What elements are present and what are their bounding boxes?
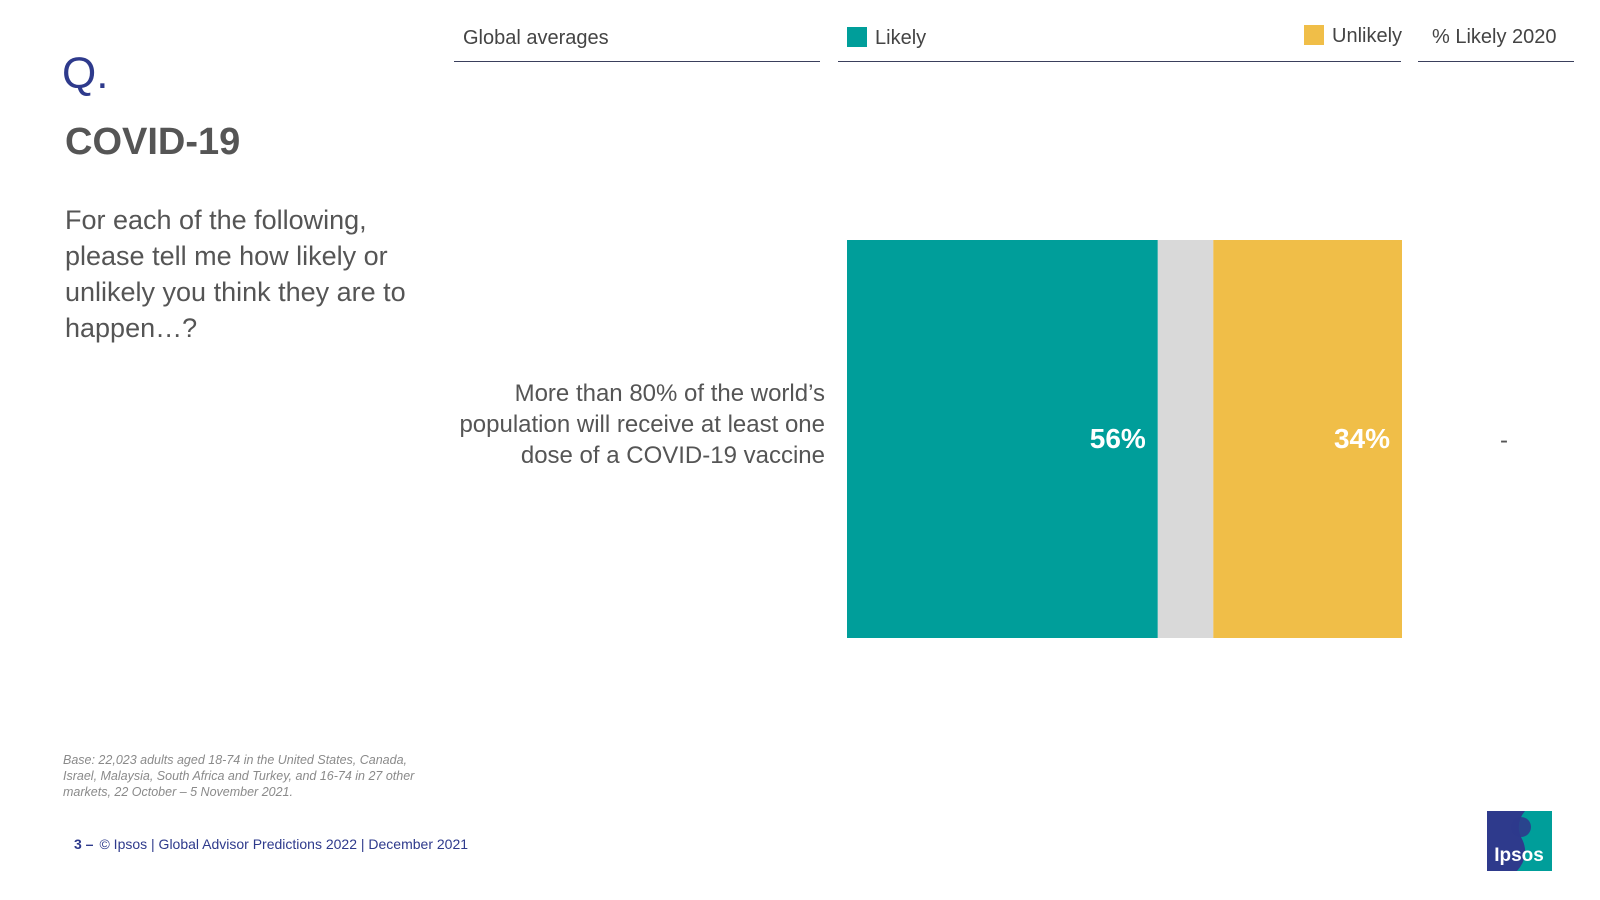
base-note: Base: 22,023 adults aged 18-74 in the Un… xyxy=(63,753,415,799)
legend-likely: Likely xyxy=(847,26,926,50)
header-underline xyxy=(838,61,1401,62)
legend-likely-label: Likely xyxy=(875,27,927,49)
likely-swatch xyxy=(847,27,867,47)
bar-segment-unlikely xyxy=(1213,240,1402,638)
header-global-averages: Global averages xyxy=(463,27,609,49)
topic-title: COVID-19 xyxy=(65,121,241,163)
ipsos-logo-text: Ipsos xyxy=(1494,845,1544,866)
data-label-unlikely: 34% xyxy=(1334,423,1390,454)
data-label-likely: 56% xyxy=(1090,423,1146,454)
likely-2020-value: - xyxy=(1500,427,1508,454)
header-likely-2020: % Likely 2020 xyxy=(1432,26,1557,48)
unlikely-swatch xyxy=(1304,25,1324,45)
footer-text: © Ipsos | Global Advisor Predictions 202… xyxy=(99,836,469,852)
legend-unlikely-label: Unlikely xyxy=(1332,25,1403,47)
legend-unlikely: Unlikely xyxy=(1304,24,1402,48)
bar-segment-likely xyxy=(847,240,1158,638)
chart-category-label: More than 80% of the world’s population … xyxy=(459,380,825,469)
page-number: 3 – xyxy=(74,836,94,852)
question-mark-label: Q. xyxy=(62,49,109,98)
ipsos-logo: Ipsos xyxy=(1487,811,1552,871)
question-text: For each of the following, please tell m… xyxy=(65,205,406,343)
header-underline xyxy=(454,61,820,62)
bar-segment-neutral xyxy=(1157,240,1214,638)
header-underline xyxy=(1418,61,1574,62)
footer: 3 – © Ipsos | Global Advisor Predictions … xyxy=(74,836,468,852)
